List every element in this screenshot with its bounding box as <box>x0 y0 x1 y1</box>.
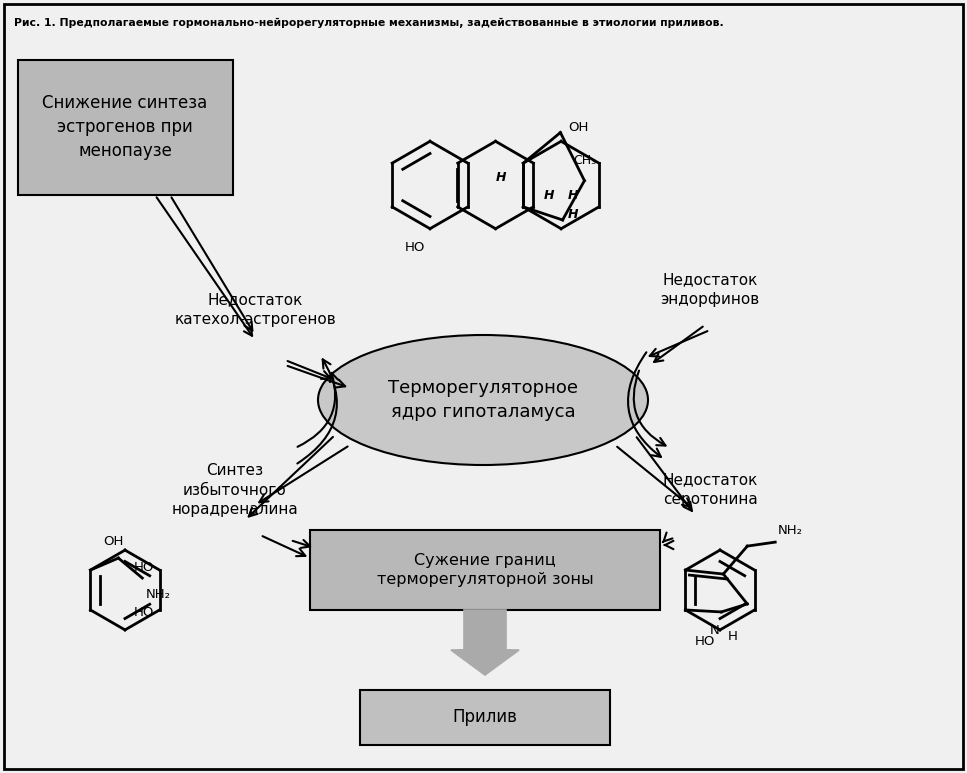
Text: H: H <box>568 209 578 221</box>
Text: Снижение синтеза
эстрогенов при
менопаузе: Снижение синтеза эстрогенов при менопауз… <box>43 94 208 159</box>
Text: HO: HO <box>134 560 155 574</box>
FancyArrow shape <box>451 610 519 675</box>
Text: Недостаток
серотонина: Недостаток серотонина <box>662 472 758 507</box>
Text: NH₂: NH₂ <box>778 524 804 537</box>
Text: Прилив: Прилив <box>453 708 517 726</box>
Text: H: H <box>543 189 554 202</box>
Text: Сужение границ
терморегуляторной зоны: Сужение границ терморегуляторной зоны <box>377 553 594 587</box>
Text: HO: HO <box>694 635 715 648</box>
Text: Рис. 1. Предполагаемые гормонально-нейрорегуляторные механизмы, задействованные : Рис. 1. Предполагаемые гормонально-нейро… <box>14 18 723 28</box>
Text: HO: HO <box>134 607 155 619</box>
Text: H: H <box>727 630 737 643</box>
Bar <box>360 690 610 745</box>
Bar <box>18 60 233 195</box>
Text: N: N <box>710 624 719 637</box>
Text: CH₃: CH₃ <box>572 154 596 167</box>
Text: Недостаток
катехол-эстрогенов: Недостаток катехол-эстрогенов <box>174 293 336 328</box>
Text: Синтез
избыточного
норадреналина: Синтез избыточного норадреналина <box>171 463 299 517</box>
Text: HO: HO <box>404 240 425 254</box>
FancyArrow shape <box>457 612 513 672</box>
Text: H: H <box>495 171 506 183</box>
Bar <box>310 530 660 610</box>
Text: NH₂: NH₂ <box>145 588 170 601</box>
Text: OH: OH <box>569 121 589 134</box>
Ellipse shape <box>318 335 648 465</box>
Text: Терморегуляторное
ядро гипоталамуса: Терморегуляторное ядро гипоталамуса <box>388 380 578 421</box>
Text: OH: OH <box>103 535 124 548</box>
Text: Недостаток
эндорфинов: Недостаток эндорфинов <box>660 273 760 308</box>
Text: H: H <box>568 189 578 202</box>
